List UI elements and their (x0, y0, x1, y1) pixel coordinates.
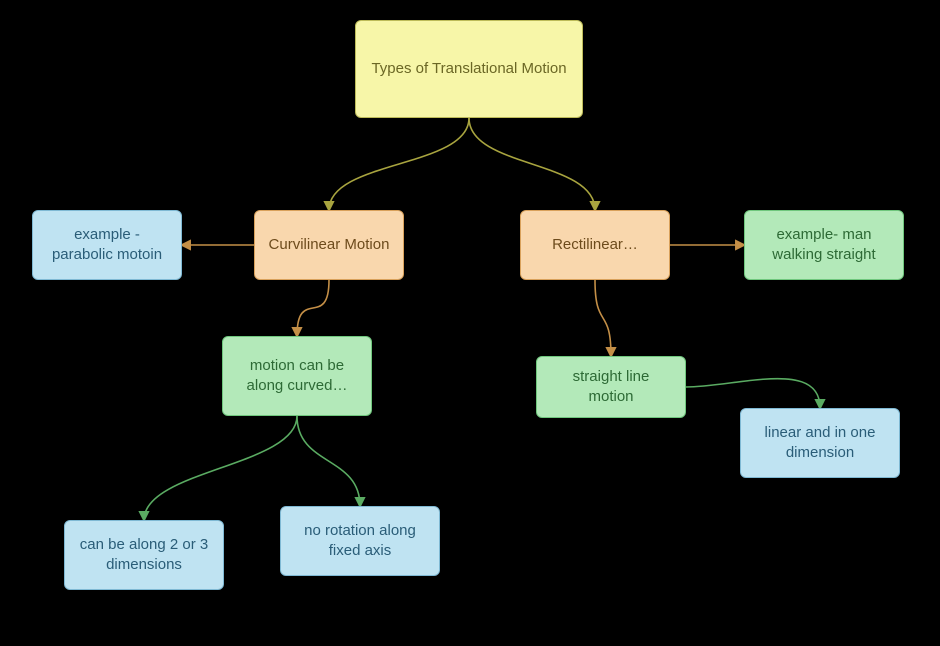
node-curv: Curvilinear Motion (254, 210, 404, 280)
node-root: Types of Translational Motion (355, 20, 583, 118)
node-norot: no rotation along fixed axis (280, 506, 440, 576)
edge-root-to-curv (329, 118, 469, 210)
node-label: straight line motion (549, 367, 673, 408)
node-straight: straight line motion (536, 356, 686, 418)
node-ex-walk: example- man walking straight (744, 210, 904, 280)
edge-curv-to-curved (297, 280, 329, 336)
edge-rect-to-straight (595, 280, 611, 356)
node-dim23: can be along 2 or 3 dimensions (64, 520, 224, 590)
node-label: example- man walking straight (757, 225, 891, 266)
edge-curved-to-dim23 (144, 416, 297, 520)
node-ex-para: example - parabolic motoin (32, 210, 182, 280)
node-label: Types of Translational Motion (371, 59, 566, 79)
node-label: example - parabolic motoin (45, 225, 169, 266)
node-rect: Rectilinear… (520, 210, 670, 280)
node-curved: motion can be along curved… (222, 336, 372, 416)
edge-curved-to-norot (297, 416, 360, 506)
edge-straight-to-lin1d (686, 379, 820, 408)
node-label: can be along 2 or 3 dimensions (77, 535, 211, 576)
node-label: linear and in one dimension (753, 423, 887, 464)
node-label: no rotation along fixed axis (293, 521, 427, 562)
node-label: Rectilinear… (552, 235, 638, 255)
edge-root-to-rect (469, 118, 595, 210)
node-label: Curvilinear Motion (269, 235, 390, 255)
node-label: motion can be along curved… (235, 356, 359, 397)
node-lin1d: linear and in one dimension (740, 408, 900, 478)
